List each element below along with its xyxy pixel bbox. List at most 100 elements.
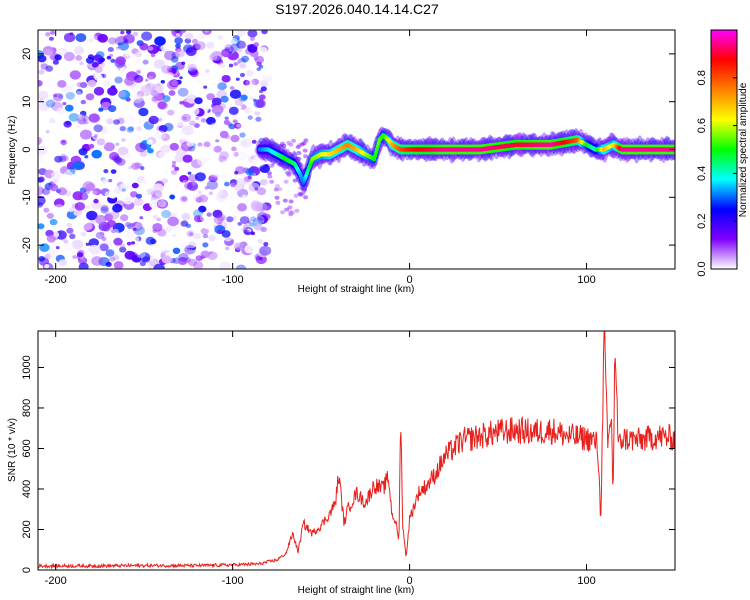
noise-speckle <box>227 191 238 200</box>
noise-speckle <box>136 69 142 74</box>
noise-speckle <box>189 69 199 78</box>
noise-speckle <box>145 248 150 252</box>
noise-speckle <box>246 93 251 97</box>
noise-speckle <box>184 244 196 255</box>
noise-speckle <box>236 178 247 187</box>
noise-speckle <box>257 239 264 244</box>
noise-speckle <box>147 44 159 55</box>
noise-speckle <box>167 109 175 116</box>
colorbar-tick-label: 0.0 <box>696 261 708 276</box>
noise-speckle <box>113 187 122 195</box>
noise-speckle <box>98 107 104 112</box>
x-tick-label: 100 <box>577 274 595 286</box>
noise-speckle <box>239 216 250 225</box>
snr-y-label: SNR (10 * v/v) <box>7 418 18 482</box>
colorbar-gradient <box>710 29 738 270</box>
noise-speckle <box>170 169 178 175</box>
noise-speckle <box>123 178 134 187</box>
noise-speckle <box>303 195 309 200</box>
noise-speckle <box>38 90 49 100</box>
noise-speckle <box>45 130 51 134</box>
noise-speckle <box>125 231 134 239</box>
noise-speckle <box>107 47 114 52</box>
noise-speckle <box>293 151 299 156</box>
noise-speckle <box>224 134 231 140</box>
noise-speckle <box>224 181 230 187</box>
noise-speckle <box>204 225 210 230</box>
noise-speckle <box>153 263 165 269</box>
noise-speckle <box>52 59 59 65</box>
noise-speckle <box>249 36 255 41</box>
noise-speckle <box>252 217 264 227</box>
noise-speckle <box>124 152 131 159</box>
noise-speckle <box>251 78 259 86</box>
noise-speckle <box>132 94 143 104</box>
noise-speckle <box>112 254 120 261</box>
noise-speckle <box>86 210 98 221</box>
noise-speckle <box>274 195 280 200</box>
noise-speckle <box>187 181 199 191</box>
noise-speckle <box>135 222 144 229</box>
noise-speckle <box>239 76 245 81</box>
noise-speckle <box>57 93 64 99</box>
noise-speckle <box>151 83 164 94</box>
noise-speckle <box>264 71 271 78</box>
noise-speckle <box>236 40 247 49</box>
noise-speckle <box>148 75 154 80</box>
noise-speckle <box>240 196 246 201</box>
noise-speckle <box>157 101 167 110</box>
noise-speckle <box>290 210 295 215</box>
noise-speckle <box>75 55 83 61</box>
noise-speckle <box>221 174 226 179</box>
noise-speckle <box>219 63 226 68</box>
noise-speckle <box>258 137 266 144</box>
noise-speckle <box>164 50 176 61</box>
noise-speckle <box>224 47 230 52</box>
noise-speckle <box>247 175 252 180</box>
noise-speckle <box>125 30 132 35</box>
noise-speckle <box>91 200 102 210</box>
noise-speckle <box>259 179 268 186</box>
noise-speckle <box>186 230 195 237</box>
noise-speckle <box>206 41 215 49</box>
noise-speckle <box>239 132 246 138</box>
noise-speckle <box>76 91 82 95</box>
noise-speckle <box>135 142 147 153</box>
noise-speckle <box>152 190 163 199</box>
noise-speckle <box>144 101 151 107</box>
noise-speckle <box>126 241 132 246</box>
noise-speckle <box>283 179 289 184</box>
noise-speckle <box>202 233 209 239</box>
noise-speckle <box>237 222 242 226</box>
noise-speckle <box>184 32 194 40</box>
noise-speckle <box>181 113 192 122</box>
noise-speckle <box>46 212 54 219</box>
noise-speckle <box>108 37 117 45</box>
noise-speckle <box>187 94 194 99</box>
noise-speckle <box>118 41 129 51</box>
noise-speckle <box>226 216 234 223</box>
spectrogram-y-ticks: -20 -10 0 10 20 <box>21 48 675 253</box>
noise-speckle <box>188 258 197 267</box>
noise-speckle <box>288 199 294 204</box>
noise-speckle <box>72 255 77 259</box>
noise-speckle <box>243 79 251 86</box>
noise-speckle <box>113 237 123 246</box>
noise-speckle <box>93 86 105 96</box>
noise-speckle <box>44 253 52 260</box>
noise-speckle <box>134 58 143 66</box>
noise-speckle <box>53 93 58 98</box>
y-tick-label: 200 <box>21 520 33 538</box>
noise-speckle <box>148 115 159 125</box>
noise-speckle <box>232 215 237 220</box>
noise-speckle <box>158 151 167 159</box>
noise-speckle <box>179 195 189 203</box>
noise-speckle <box>239 72 246 78</box>
noise-speckle <box>142 59 149 65</box>
y-tick-label: 800 <box>21 399 33 417</box>
noise-speckle <box>55 246 60 250</box>
noise-speckle <box>45 253 50 257</box>
noise-speckle <box>193 215 203 223</box>
spectrogram-x-ticks: -200 -100 0 100 <box>45 30 596 286</box>
noise-speckle <box>215 261 222 267</box>
